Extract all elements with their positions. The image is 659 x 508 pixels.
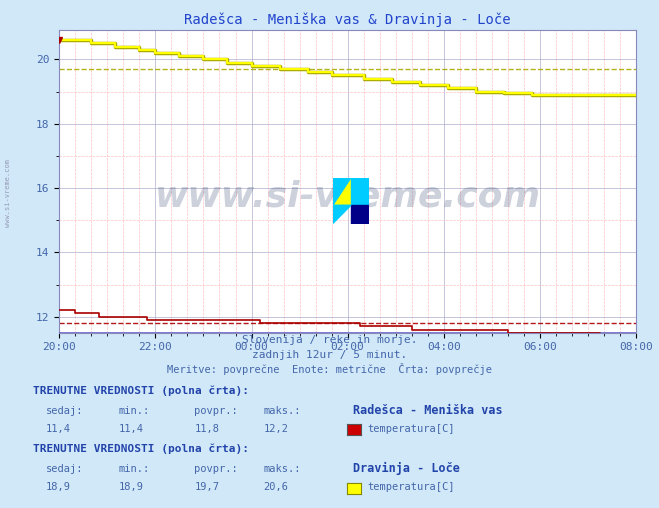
Text: sedaj:: sedaj: — [46, 406, 84, 416]
Text: www.si-vreme.com: www.si-vreme.com — [155, 180, 540, 214]
Text: 12,2: 12,2 — [264, 424, 289, 434]
Text: 19,7: 19,7 — [194, 482, 219, 492]
Text: Dravinja - Loče: Dravinja - Loče — [353, 462, 459, 475]
Bar — [351, 178, 369, 205]
Text: Slovenija / reke in morje.: Slovenija / reke in morje. — [242, 335, 417, 345]
Text: 11,8: 11,8 — [194, 424, 219, 434]
Text: temperatura[C]: temperatura[C] — [368, 424, 455, 434]
Title: Radešca - Meniška vas & Dravinja - Loče: Radešca - Meniška vas & Dravinja - Loče — [185, 12, 511, 26]
Text: maks.:: maks.: — [264, 406, 301, 416]
Text: sedaj:: sedaj: — [46, 464, 84, 474]
Text: maks.:: maks.: — [264, 464, 301, 474]
Polygon shape — [333, 178, 351, 205]
Text: 20,6: 20,6 — [264, 482, 289, 492]
Text: povpr.:: povpr.: — [194, 406, 238, 416]
Text: 18,9: 18,9 — [46, 482, 71, 492]
Text: min.:: min.: — [119, 464, 150, 474]
Text: 11,4: 11,4 — [119, 424, 144, 434]
Text: TRENUTNE VREDNOSTI (polna črta):: TRENUTNE VREDNOSTI (polna črta): — [33, 443, 249, 454]
Text: temperatura[C]: temperatura[C] — [368, 482, 455, 492]
Text: min.:: min.: — [119, 406, 150, 416]
Polygon shape — [333, 178, 351, 205]
Text: www.si-vreme.com: www.si-vreme.com — [5, 159, 11, 227]
Bar — [333, 178, 351, 205]
Polygon shape — [351, 205, 369, 224]
Text: TRENUTNE VREDNOSTI (polna črta):: TRENUTNE VREDNOSTI (polna črta): — [33, 385, 249, 396]
Text: 18,9: 18,9 — [119, 482, 144, 492]
Text: zadnjih 12ur / 5 minut.: zadnjih 12ur / 5 minut. — [252, 350, 407, 360]
Text: 11,4: 11,4 — [46, 424, 71, 434]
Text: povpr.:: povpr.: — [194, 464, 238, 474]
Polygon shape — [333, 205, 351, 224]
Text: Radešca - Meniška vas: Radešca - Meniška vas — [353, 404, 502, 417]
Text: Meritve: povprečne  Enote: metrične  Črta: povprečje: Meritve: povprečne Enote: metrične Črta:… — [167, 363, 492, 375]
